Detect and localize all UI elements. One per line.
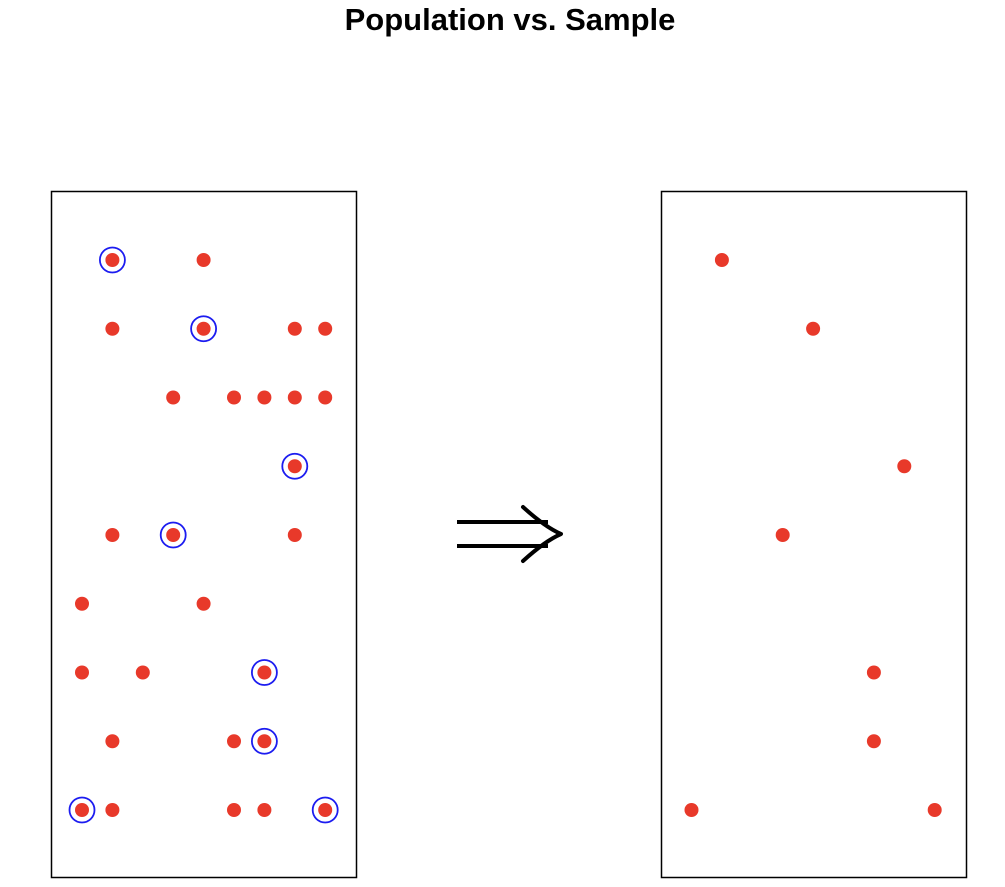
sample-point: [684, 803, 699, 817]
population-point: [105, 321, 120, 336]
population-panel: [50, 190, 358, 879]
population-point: [105, 734, 120, 749]
population-sample-ring: [250, 659, 278, 686]
population-point: [287, 459, 302, 474]
population-sample-ring: [190, 315, 218, 343]
sample-point: [927, 803, 942, 817]
sample-point: [806, 321, 821, 336]
implies-arrow-icon: [457, 505, 563, 563]
diagram-title: Population vs. Sample: [344, 2, 676, 37]
population-point: [287, 321, 302, 336]
population-point: [227, 390, 241, 405]
population-point: [75, 596, 89, 611]
population-sample-ring: [281, 452, 309, 480]
population-point: [318, 803, 333, 817]
population-frame: [50, 190, 358, 879]
population-sample-ring: [311, 796, 339, 824]
sample-point: [897, 459, 912, 474]
population-point: [227, 734, 241, 749]
arrow-head: [521, 505, 563, 563]
population-point: [196, 253, 211, 267]
population-point: [166, 390, 181, 405]
sample-point: [866, 665, 881, 680]
population-sample-ring: [250, 727, 278, 755]
population-point: [75, 665, 89, 680]
population-sample-ring: [68, 796, 96, 824]
sample-point: [714, 253, 729, 267]
population-point: [257, 803, 272, 817]
population-point: [227, 803, 241, 817]
population-point: [257, 734, 272, 749]
population-point: [257, 390, 272, 405]
population-point: [287, 528, 302, 542]
population-point: [287, 390, 302, 405]
sample-frame: [660, 190, 968, 879]
sample-point: [866, 734, 881, 749]
population-point: [105, 803, 120, 817]
population-point: [75, 803, 89, 817]
population-point: [318, 321, 333, 336]
population-point: [105, 253, 120, 267]
population-point: [135, 665, 150, 680]
population-point: [105, 528, 120, 542]
population-point: [166, 528, 181, 542]
population-point: [257, 665, 272, 680]
population-points: [68, 246, 339, 824]
population-sample-ring: [99, 246, 126, 274]
population-point: [196, 321, 211, 336]
sample-point: [775, 528, 790, 542]
population-point: [196, 596, 211, 611]
sample-points: [684, 253, 942, 817]
population-sample-ring: [159, 521, 187, 549]
population-point: [318, 390, 333, 405]
sample-panel: [660, 190, 968, 879]
